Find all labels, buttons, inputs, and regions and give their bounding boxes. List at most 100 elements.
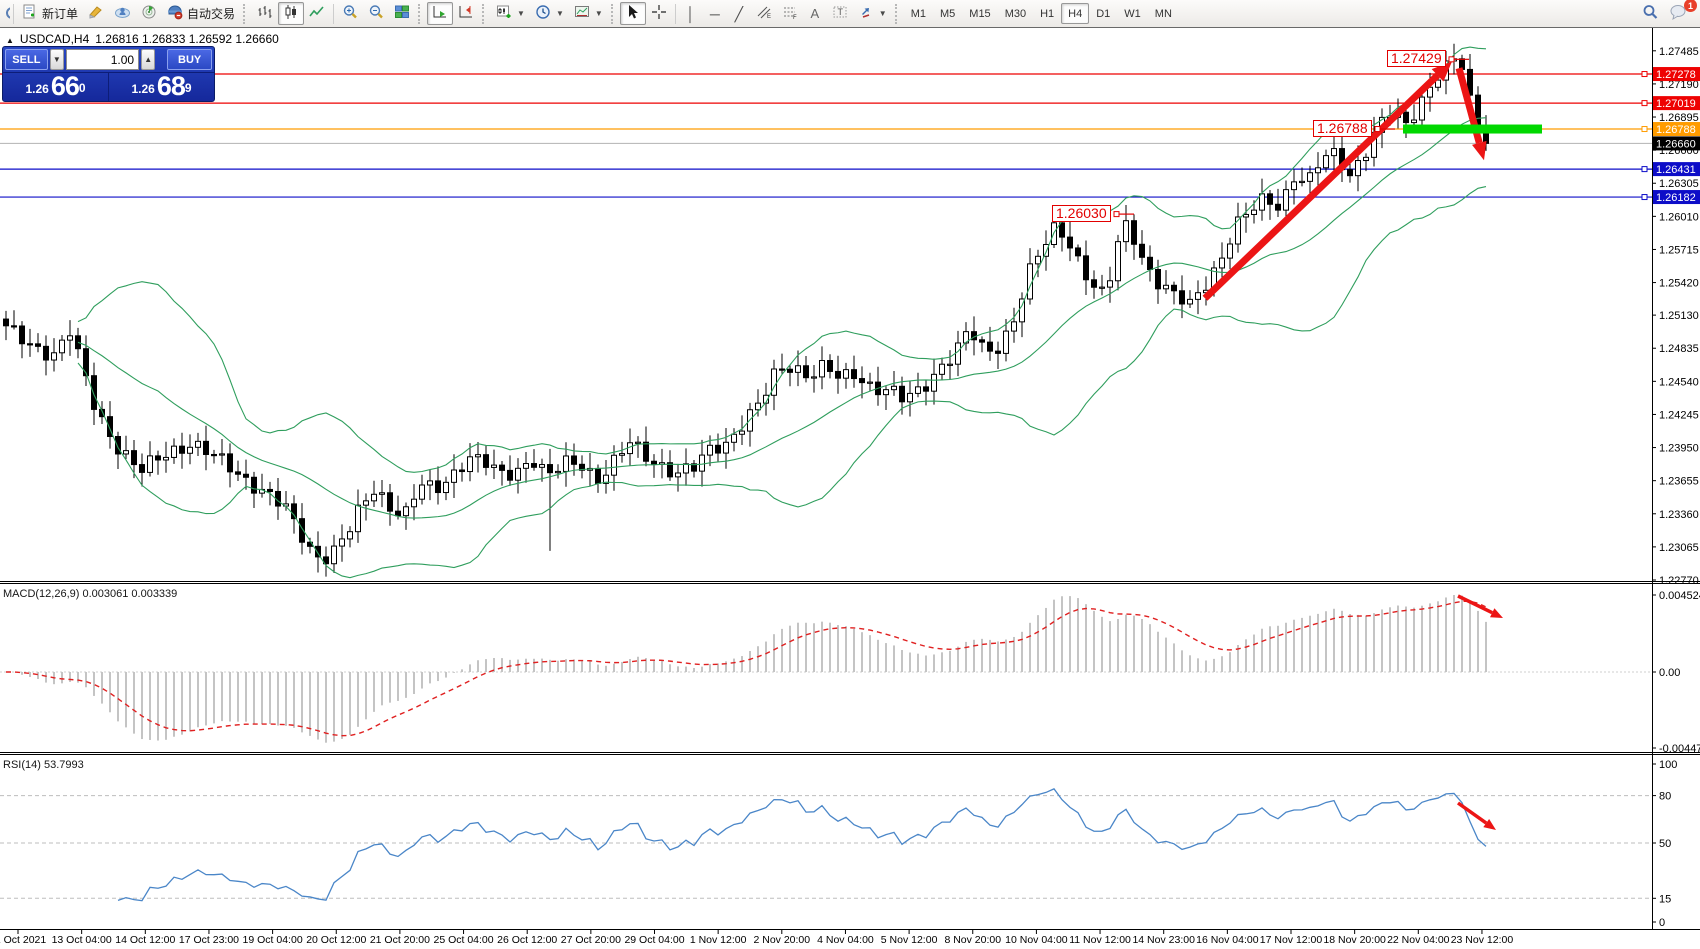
current-price-chip: 1.26660	[1656, 138, 1696, 150]
new-chart-dropdown[interactable]: ▼	[491, 2, 530, 25]
arrows-dropdown[interactable]: ▼	[853, 2, 892, 25]
volume-input[interactable]	[66, 49, 140, 70]
template-dropdown[interactable]: ▼	[569, 2, 608, 25]
separator	[333, 3, 335, 24]
price-annotation-label[interactable]: 1.26788	[1313, 120, 1372, 138]
time-axis-label: 16 Nov 04:00	[1196, 934, 1259, 946]
macd-axis-label: 0.004524	[1659, 590, 1700, 602]
trendline-button[interactable]: ╱	[727, 2, 751, 25]
highlighter-button[interactable]	[83, 2, 109, 25]
sell-price-sup: 0	[78, 81, 86, 95]
text-button[interactable]: A	[803, 2, 827, 25]
time-axis-label: 8 Nov 20:00	[944, 934, 1001, 946]
clipped-icon	[2, 5, 10, 23]
chart-shift-button[interactable]	[453, 2, 479, 25]
separator	[674, 3, 676, 24]
horizontal-line-icon: ─	[709, 5, 720, 22]
time-axis-label: 13 Oct 04:00	[52, 934, 112, 946]
new-order-button[interactable]: 新订单	[17, 2, 83, 25]
fibonacci-button[interactable]: F	[777, 2, 803, 25]
volume-decrease-button[interactable]: ▼	[49, 49, 65, 70]
time-axis-label: 10 Nov 04:00	[1005, 934, 1068, 946]
chart-candles-button[interactable]	[278, 2, 305, 25]
timeframe-button-mn[interactable]: MN	[1154, 7, 1172, 20]
zoom-out-button[interactable]	[363, 2, 389, 25]
chart-annotations[interactable]	[1113, 56, 1542, 301]
bollinger-bands	[77, 46, 1487, 579]
timeframe-button-d1[interactable]: D1	[1096, 7, 1111, 20]
timeframe-button-h4[interactable]: H4	[1061, 3, 1090, 24]
buy-price[interactable]: 1.26 68 9	[109, 73, 214, 101]
bar-chart-icon	[257, 4, 273, 23]
green-zone-bar[interactable]	[1403, 124, 1542, 134]
price-tick-label: 1.26895	[1659, 112, 1699, 124]
trend-arrow[interactable]	[1202, 72, 1440, 301]
time-axis-label: 19 Oct 04:00	[243, 934, 303, 946]
channel-button[interactable]: E	[751, 2, 777, 25]
time-axis-label: 11 Nov 12:00	[1069, 934, 1131, 946]
price-annotation-label[interactable]: 1.27429	[1387, 50, 1446, 68]
price-annotation-label[interactable]: 1.26030	[1052, 205, 1111, 223]
price-tick-label: 1.24245	[1659, 409, 1699, 421]
sell-price-prefix: 1.26	[25, 82, 49, 96]
macd-pane	[0, 594, 1652, 743]
equidistant-channel-icon: E	[756, 4, 772, 23]
time-axis-label: 25 Oct 04:00	[433, 934, 493, 946]
trend-arrow[interactable]	[1457, 594, 1493, 615]
timeframe-button-m5[interactable]: M5	[940, 7, 956, 20]
pane-borders	[0, 28, 1700, 930]
time-axis-label: 22 Nov 04:00	[1387, 934, 1450, 946]
signals-button[interactable]	[136, 2, 162, 25]
timeframe-button-h1[interactable]: H1	[1040, 7, 1055, 20]
horizontal-line-button[interactable]: ─	[703, 2, 727, 25]
volume-increase-button[interactable]: ▲	[141, 49, 156, 70]
macd-signal-line	[5, 600, 1487, 737]
search-button[interactable]	[1636, 2, 1664, 25]
price-level-chip: 1.27278	[1656, 69, 1696, 81]
crosshair-icon	[651, 4, 667, 23]
trend-arrow[interactable]	[1456, 801, 1488, 825]
autoscroll-icon	[432, 4, 448, 23]
zoom-in-button[interactable]	[337, 2, 363, 25]
chart-title: ▲ USDCAD,H4 1.26816 1.26833 1.26592 1.26…	[6, 32, 279, 46]
sell-price[interactable]: 1.26 66 0	[3, 73, 109, 101]
crosshair-button[interactable]	[646, 2, 672, 25]
toolbar-grip	[482, 3, 488, 24]
price-level-chip: 1.26788	[1656, 124, 1696, 136]
chart-shift-icon	[458, 4, 474, 23]
timeframe-button-m15[interactable]: M15	[969, 7, 991, 20]
chart-line-button[interactable]	[304, 2, 330, 25]
vertical-line-button[interactable]: │	[679, 2, 703, 25]
timeframe-group: M1 M5 M15 M30 H1 H4 D1 W1 MN	[904, 3, 1179, 24]
price-level-lines[interactable]	[0, 71, 1652, 201]
price-tick-label: 1.23065	[1659, 542, 1699, 554]
autoscroll-button[interactable]	[427, 2, 454, 25]
time-axis-label: 5 Nov 12:00	[881, 934, 938, 946]
timeframe-button-w1[interactable]: W1	[1124, 7, 1141, 20]
toolbar-grip	[418, 3, 424, 24]
autotrade-icon	[167, 4, 183, 23]
sell-price-big: 66	[50, 71, 80, 101]
timeframe-button-m1[interactable]: M1	[910, 7, 926, 20]
price-axis[interactable]: 1.274851.271901.268951.266001.263051.260…	[1652, 46, 1700, 929]
buy-button[interactable]: BUY	[167, 49, 212, 70]
period-dropdown[interactable]: ▼	[530, 2, 569, 25]
tile-windows-button[interactable]	[389, 2, 415, 25]
price-tick-label: 1.23360	[1659, 509, 1699, 521]
time-axis-label: 4 Nov 04:00	[817, 934, 874, 946]
timeframe-button-m30[interactable]: M30	[1004, 7, 1027, 20]
rsi-pane	[0, 788, 1652, 902]
community-button[interactable]	[109, 2, 136, 25]
autotrade-button[interactable]: 自动交易	[162, 2, 240, 25]
chart-bars-button[interactable]	[252, 2, 278, 25]
autotrade-label: 自动交易	[187, 7, 236, 21]
cursor-icon	[625, 4, 641, 23]
sell-button[interactable]: SELL	[5, 49, 48, 70]
price-tick-label: 1.27485	[1659, 46, 1699, 58]
cursor-button[interactable]	[619, 2, 646, 25]
chat-button[interactable]: 1	[1664, 0, 1697, 25]
text-label-button[interactable]: T	[827, 2, 853, 25]
